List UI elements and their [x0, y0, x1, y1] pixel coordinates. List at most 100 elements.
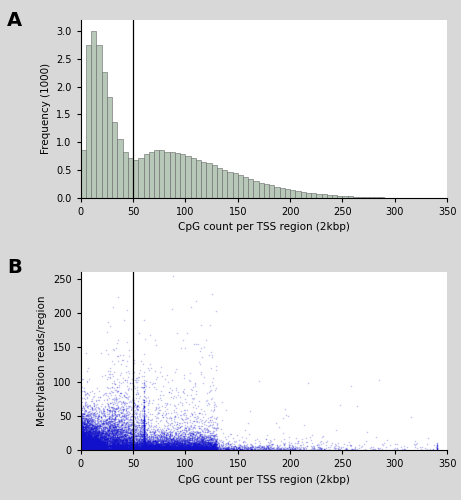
Point	[90, 434, 97, 442]
Point	[248, 443, 255, 451]
Point	[97, 440, 104, 448]
Point	[80, 442, 88, 450]
Point	[142, 444, 150, 452]
Point	[177, 444, 185, 452]
Point	[146, 436, 154, 444]
Point	[127, 443, 135, 451]
Point	[165, 442, 173, 450]
Point	[86, 435, 93, 443]
Point	[188, 436, 195, 444]
Point	[206, 444, 213, 452]
Point	[265, 444, 272, 452]
Point	[99, 446, 106, 454]
Point	[154, 430, 161, 438]
Point	[85, 424, 93, 432]
Point	[83, 433, 90, 441]
Point	[83, 430, 90, 438]
Point	[106, 444, 114, 452]
Point	[83, 444, 90, 452]
Point	[86, 440, 93, 448]
Point	[84, 440, 92, 448]
Point	[196, 446, 204, 454]
Point	[149, 443, 156, 451]
Point	[164, 446, 171, 454]
Point	[108, 444, 115, 452]
Point	[163, 444, 170, 452]
Point	[208, 441, 216, 449]
Point	[146, 446, 153, 454]
Point	[251, 445, 259, 453]
Point	[142, 445, 149, 453]
Point	[112, 446, 119, 454]
Point	[102, 441, 109, 449]
Point	[166, 428, 174, 436]
Point	[98, 442, 105, 450]
Point	[140, 422, 147, 430]
Point	[97, 445, 105, 453]
Point	[140, 436, 147, 444]
Point	[162, 434, 169, 442]
Point	[185, 429, 192, 437]
Point	[195, 444, 202, 452]
Point	[188, 444, 195, 452]
Point	[87, 430, 94, 438]
Point	[108, 442, 116, 450]
Point	[231, 438, 238, 446]
Point	[182, 344, 189, 352]
Point	[106, 428, 113, 436]
Point	[106, 417, 114, 425]
Point	[83, 445, 90, 453]
Point	[135, 401, 142, 409]
Point	[186, 444, 194, 452]
Point	[155, 446, 162, 454]
Point	[168, 442, 175, 450]
Point	[175, 442, 182, 450]
Point	[202, 442, 209, 450]
Point	[79, 438, 86, 446]
Point	[91, 443, 98, 451]
Point	[195, 444, 202, 452]
Point	[94, 434, 101, 442]
Point	[89, 439, 96, 447]
Point	[97, 442, 105, 450]
Point	[192, 438, 200, 446]
Point	[89, 442, 97, 450]
Point	[198, 445, 205, 453]
Point	[99, 440, 106, 448]
Point	[130, 434, 138, 442]
Point	[87, 444, 94, 452]
Point	[149, 444, 157, 452]
Point	[86, 422, 93, 430]
Point	[123, 440, 130, 448]
Point	[219, 444, 227, 452]
Point	[119, 435, 127, 443]
Point	[82, 441, 89, 449]
Point	[188, 443, 195, 451]
Point	[95, 438, 103, 446]
Point	[77, 444, 84, 452]
Point	[182, 438, 189, 446]
Point	[312, 446, 319, 454]
Point	[77, 442, 85, 450]
Point	[140, 428, 147, 436]
Point	[90, 438, 98, 446]
Point	[135, 440, 142, 448]
Point	[77, 430, 85, 438]
Point	[82, 428, 89, 436]
Point	[210, 423, 218, 431]
Point	[259, 445, 266, 453]
Point	[138, 443, 145, 451]
Point	[83, 446, 91, 454]
Point	[101, 443, 109, 451]
Point	[127, 445, 135, 453]
Point	[103, 405, 111, 413]
Point	[80, 417, 88, 425]
Point	[215, 441, 223, 449]
Point	[143, 440, 150, 448]
Point	[197, 440, 204, 448]
Point	[88, 444, 95, 452]
Point	[150, 442, 158, 450]
Point	[78, 437, 86, 445]
Point	[146, 444, 153, 452]
Point	[139, 426, 146, 434]
